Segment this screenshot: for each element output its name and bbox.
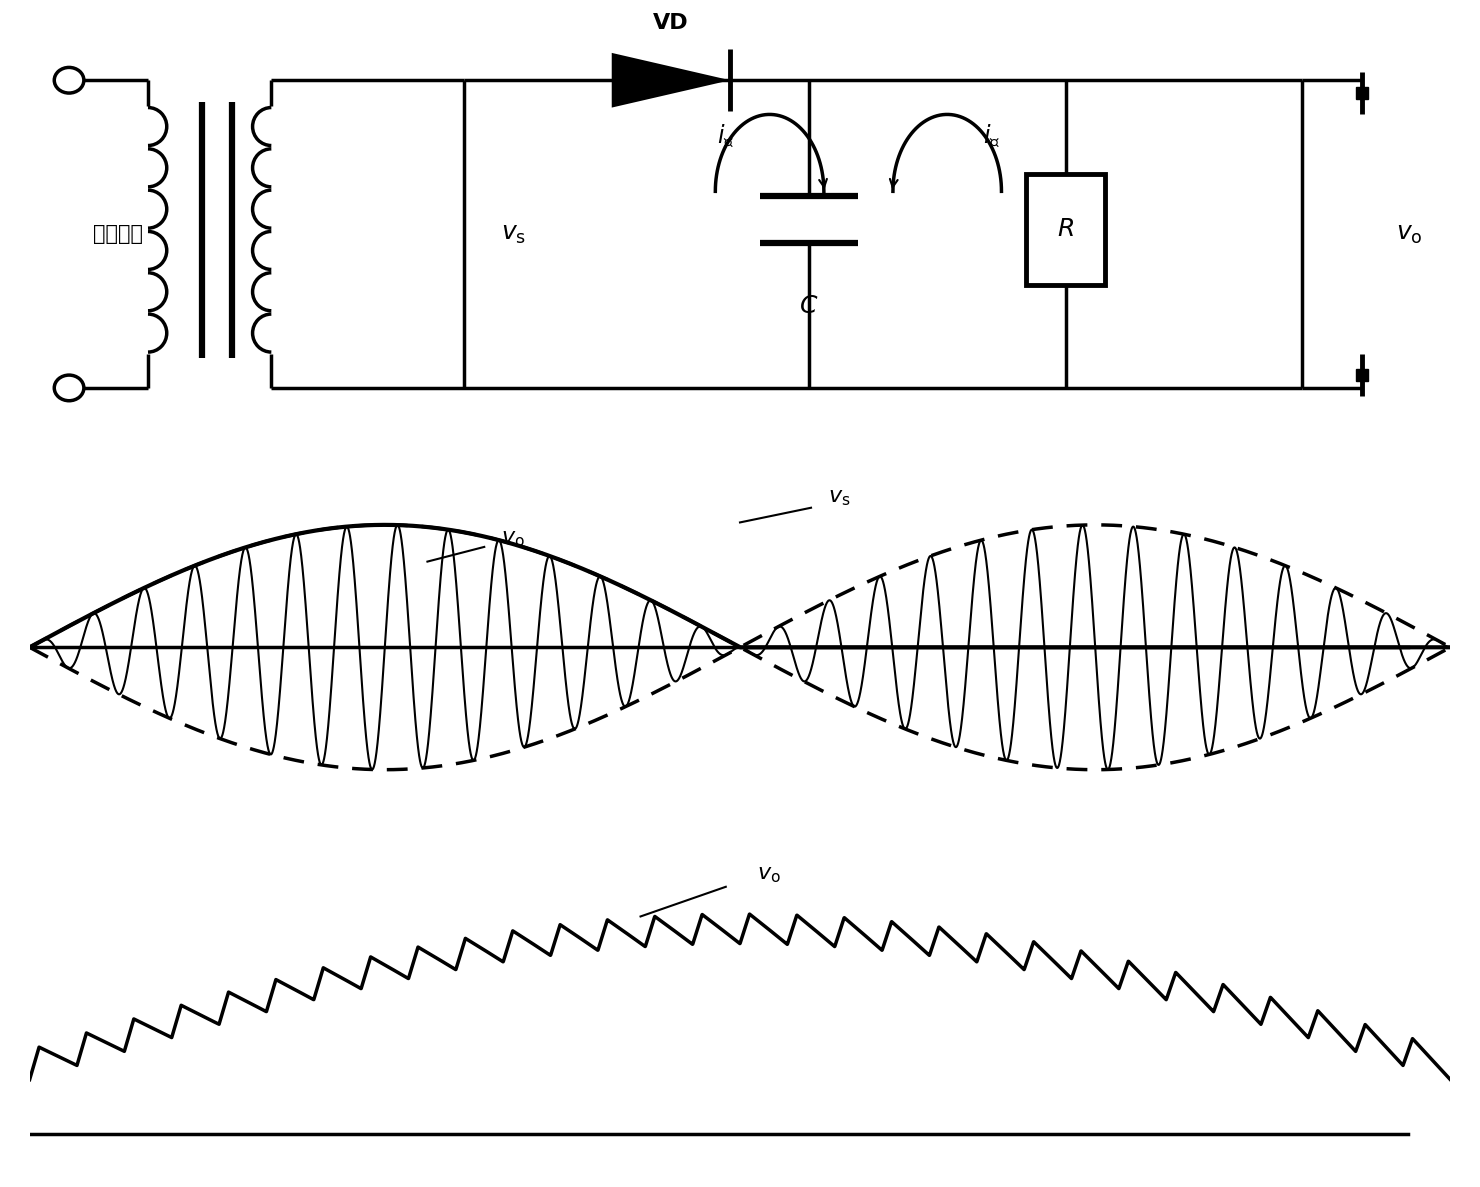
Text: $i_充$: $i_充$ <box>716 122 734 148</box>
Text: $v_{\rm s}$: $v_{\rm s}$ <box>500 223 525 246</box>
Text: $v_{\rm s}$: $v_{\rm s}$ <box>829 488 851 508</box>
Polygon shape <box>611 53 730 108</box>
Text: $i_放$: $i_放$ <box>983 122 1000 148</box>
Text: 已调波入: 已调波入 <box>93 224 144 245</box>
Text: $v_{\rm o}$: $v_{\rm o}$ <box>756 865 780 886</box>
Text: $v_{\rm o}$: $v_{\rm o}$ <box>1396 223 1422 246</box>
Text: $v_{\rm o}$: $v_{\rm o}$ <box>500 529 524 548</box>
Text: $C$: $C$ <box>799 296 818 318</box>
Text: $R$: $R$ <box>1057 218 1074 241</box>
Bar <box>1026 174 1106 285</box>
Text: VD: VD <box>653 13 688 33</box>
